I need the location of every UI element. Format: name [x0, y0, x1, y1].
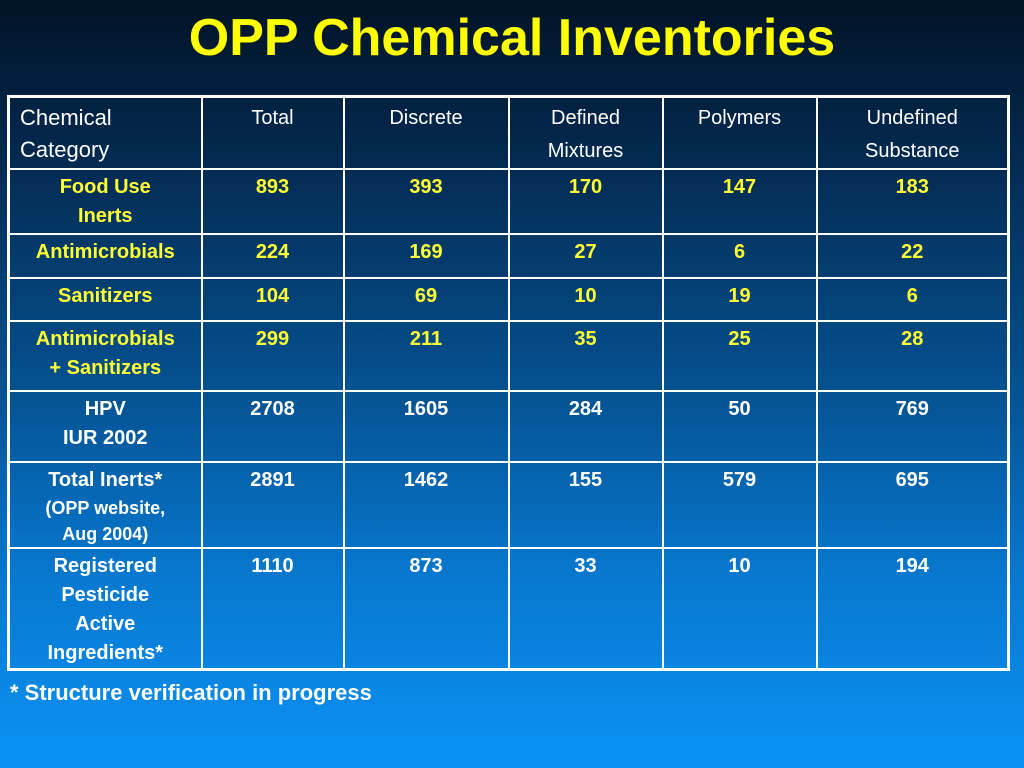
value-cell: 50	[661, 390, 818, 463]
value-cell: 1462	[342, 461, 510, 549]
category-line: Registered	[53, 555, 157, 577]
value-cell: 194	[815, 547, 1010, 671]
value-cell: 183	[815, 168, 1010, 235]
table-row: Total Inerts* (OPP website, Aug 2004) 2891 1…	[7, 461, 1010, 549]
column-header: Polymers	[661, 95, 818, 170]
footnote: * Structure verification in progress	[10, 680, 372, 705]
value-cell: 893	[200, 168, 345, 235]
value-cell: 169	[342, 233, 510, 279]
value-cell: 393	[342, 168, 510, 235]
value-cell: 2708	[200, 390, 345, 463]
value-cell: 25	[661, 320, 818, 392]
column-header: Defined Mixtures	[507, 95, 664, 170]
category-line: Active	[75, 613, 136, 635]
category-line: Sanitizers	[58, 285, 153, 307]
category-line: IUR 2002	[63, 427, 148, 449]
category-cell: Total Inerts* (OPP website, Aug 2004)	[7, 461, 203, 549]
category-line: Food Use	[59, 176, 151, 198]
value-cell: 155	[507, 461, 664, 549]
table-row: Antimicrobials 224 169 27 6 22	[7, 233, 1010, 279]
value-cell: 211	[342, 320, 510, 392]
header-line: Defined	[551, 107, 620, 129]
value-cell: 224	[200, 233, 345, 279]
header-line: Discrete	[389, 107, 463, 129]
header-line: Mixtures	[547, 140, 624, 162]
value-cell: 284	[507, 390, 664, 463]
table-row: Antimicrobials + Sanitizers 299 211 35 25 28	[7, 320, 1010, 392]
value-cell: 33	[507, 547, 664, 671]
value-cell: 170	[507, 168, 664, 235]
value-cell: 35	[507, 320, 664, 392]
value-cell: 69	[342, 277, 510, 322]
column-header: Total	[200, 95, 345, 170]
value-cell: 22	[815, 233, 1010, 279]
header-line: Undefined	[866, 107, 958, 129]
value-cell: 299	[200, 320, 345, 392]
column-header: Discrete	[342, 95, 510, 170]
header-line: Polymers	[697, 107, 782, 129]
category-line: + Sanitizers	[49, 357, 162, 379]
value-cell: 10	[507, 277, 664, 322]
category-line: Antimicrobials	[35, 241, 175, 263]
table-row: Registered Pesticide Active Ingredients* 111…	[7, 547, 1010, 671]
header-line: Chemical	[20, 105, 112, 130]
category-cell: Sanitizers	[7, 277, 203, 322]
column-header: Chemical Category	[7, 95, 203, 170]
category-cell: Antimicrobials	[7, 233, 203, 279]
category-line: Inerts	[78, 205, 133, 227]
category-subnote: Aug 2004)	[62, 524, 149, 544]
value-cell: 19	[661, 277, 818, 322]
value-cell: 27	[507, 233, 664, 279]
value-cell: 104	[200, 277, 345, 322]
value-cell: 1605	[342, 390, 510, 463]
category-cell: Registered Pesticide Active Ingredients*	[7, 547, 203, 671]
value-cell: 6	[815, 277, 1010, 322]
value-cell: 6	[661, 233, 818, 279]
value-cell: 579	[661, 461, 818, 549]
value-cell: 695	[815, 461, 1010, 549]
category-line: Antimicrobials	[35, 328, 175, 350]
header-line: Substance	[864, 140, 960, 162]
value-cell: 769	[815, 390, 1010, 463]
value-cell: 147	[661, 168, 818, 235]
header-line: Category	[20, 137, 110, 162]
table-row: Sanitizers 104 69 10 19 6	[7, 277, 1010, 322]
inventory-table: Chemical Category Total Discrete Defined Mixt…	[7, 95, 1010, 671]
table-row: Food Use Inerts 893 393 170 147 183	[7, 168, 1010, 235]
table-row: HPV IUR 2002 2708 1605 284 50 769	[7, 390, 1010, 463]
category-subnote: (OPP website,	[45, 498, 166, 518]
value-cell: 10	[661, 547, 818, 671]
category-line: Ingredients*	[47, 642, 164, 664]
value-cell: 1110	[200, 547, 345, 671]
header-line: Total	[251, 107, 294, 129]
category-cell: Food Use Inerts	[7, 168, 203, 235]
column-header: Undefined Substance	[815, 95, 1010, 170]
value-cell: 28	[815, 320, 1010, 392]
category-line: Total Inerts*	[48, 469, 163, 491]
category-cell: HPV IUR 2002	[7, 390, 203, 463]
category-line: Pesticide	[61, 584, 150, 606]
category-cell: Antimicrobials + Sanitizers	[7, 320, 203, 392]
category-line: HPV	[84, 398, 126, 420]
table-header-row: Chemical Category Total Discrete Defined Mixt…	[7, 95, 1010, 170]
slide-title: OPP Chemical Inventories	[188, 9, 836, 67]
value-cell: 873	[342, 547, 510, 671]
value-cell: 2891	[200, 461, 345, 549]
